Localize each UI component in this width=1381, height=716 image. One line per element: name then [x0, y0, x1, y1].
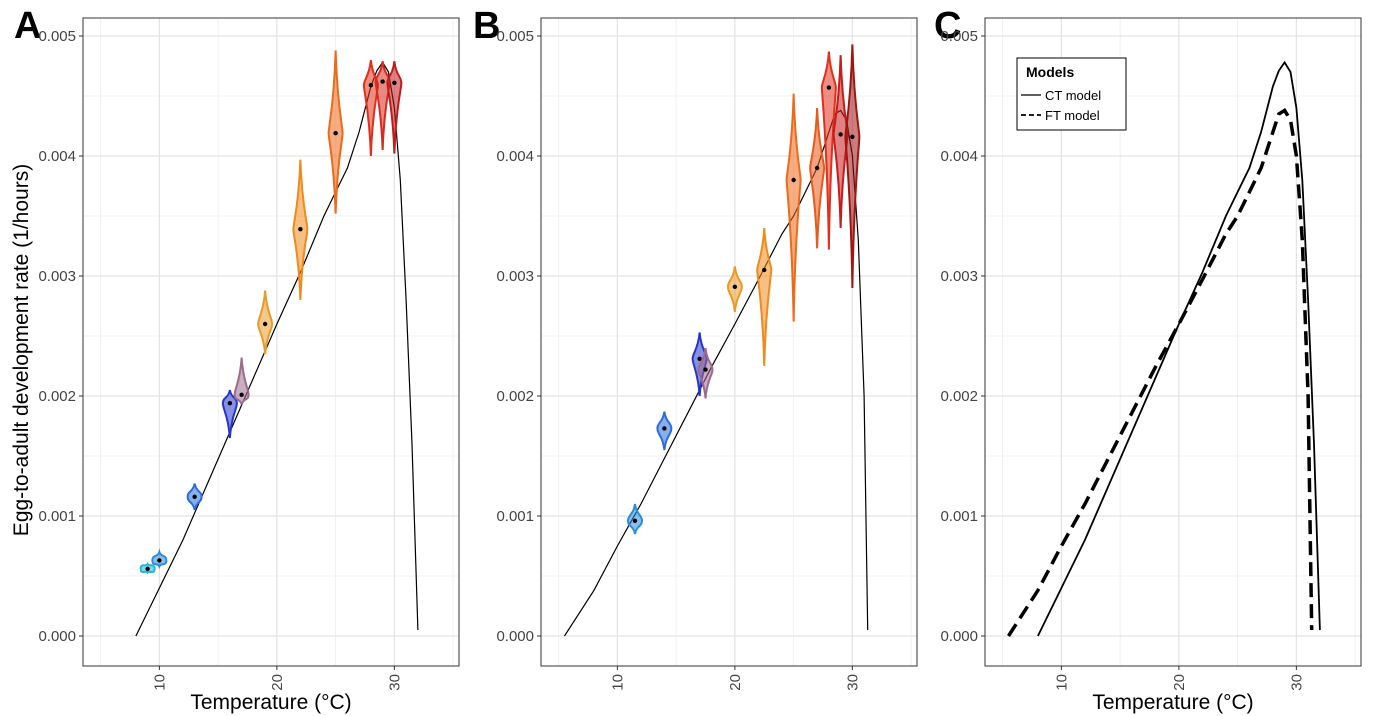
y-tick-label: 0.003	[940, 268, 978, 285]
median-point	[762, 267, 767, 273]
violin	[785, 93, 802, 322]
median-point	[239, 392, 244, 397]
x-axis-title: Temperature (°C)	[190, 691, 351, 714]
x-tick-label: 30	[844, 674, 861, 691]
median-point	[826, 85, 832, 90]
y-tick-label: 0.001	[38, 508, 76, 525]
y-tick-label: 0.002	[940, 388, 978, 405]
median-point	[192, 494, 197, 499]
median-point	[732, 284, 738, 289]
median-point	[791, 177, 796, 183]
median-point	[227, 401, 233, 406]
ct-model-line	[1037, 60, 1321, 637]
x-tick-label: 20	[269, 674, 286, 691]
x-tick-label: 10	[609, 674, 626, 691]
x-tick-label: 20	[1171, 674, 1188, 691]
violin	[726, 266, 743, 313]
violin	[221, 389, 238, 439]
y-tick-label: 0.003	[38, 268, 76, 285]
plot-background	[83, 18, 459, 666]
median-point	[145, 566, 150, 571]
median-point	[392, 80, 397, 86]
panel-c: C 0.000 0.001 0.002 0.003 0.004 0.005 10 20 30 Tem…	[934, 5, 1362, 714]
plot-background	[541, 18, 917, 666]
panel-b: B 0.000 0.001 0.002 0.003 0.004 0.005 10 20 30	[473, 5, 918, 691]
legend-box	[1016, 57, 1127, 131]
y-tick-label: 0.001	[496, 508, 534, 525]
median-point	[838, 132, 843, 137]
median-point	[262, 321, 268, 327]
ft-model-line	[1007, 107, 1314, 637]
median-point	[850, 134, 855, 139]
plot-border	[540, 17, 918, 667]
median-point	[333, 131, 338, 136]
y-tick-label: 0.002	[496, 388, 534, 405]
median-point	[298, 227, 303, 232]
y-tick-label: 0.004	[940, 148, 978, 165]
violin	[756, 227, 773, 367]
median-point	[814, 165, 820, 171]
x-axis-title: Temperature (°C)	[1092, 691, 1253, 714]
x-tick-label: 30	[1288, 674, 1305, 691]
panel-letter: A	[14, 5, 41, 47]
legend-title: Models	[1026, 64, 1074, 80]
panel-letter: C	[934, 5, 961, 47]
median-point	[157, 558, 162, 563]
y-tick-label: 0.005	[496, 28, 534, 45]
plot-border	[984, 17, 1362, 667]
violin	[697, 347, 714, 399]
y-tick-label: 0.000	[496, 628, 534, 645]
legend-label: FT model	[1045, 108, 1100, 123]
legend-label: CT model	[1045, 88, 1101, 103]
model-curve	[135, 61, 419, 637]
violin	[656, 411, 673, 451]
x-tick-label: 30	[386, 674, 403, 691]
y-axis-title: Egg-to-adult development rate (1/hours)	[10, 164, 33, 536]
panel-letter: B	[473, 5, 500, 47]
x-tick-label: 10	[1053, 674, 1070, 691]
median-point	[703, 367, 708, 372]
y-tick-label: 0.005	[38, 28, 76, 45]
x-tick-label: 20	[727, 674, 744, 691]
violin	[820, 51, 837, 250]
y-tick-label: 0.003	[496, 268, 534, 285]
y-tick-label: 0.005	[940, 28, 978, 45]
y-tick-label: 0.000	[940, 628, 978, 645]
median-point	[380, 79, 385, 84]
y-tick-label: 0.002	[38, 388, 76, 405]
y-tick-label: 0.001	[940, 508, 978, 525]
y-tick-label: 0.004	[38, 148, 76, 165]
violin	[233, 357, 250, 405]
median-point	[697, 356, 702, 361]
median-point	[662, 426, 667, 431]
panel-a: A 0.000 0.001 0.002 0.003 0.004 0.005 10 20 30 Tem…	[14, 5, 460, 714]
median-point	[632, 518, 638, 523]
violin	[386, 61, 403, 154]
violin	[809, 107, 826, 249]
plot-border	[82, 17, 460, 667]
y-tick-label: 0.004	[496, 148, 534, 165]
median-point	[368, 83, 374, 88]
x-tick-label: 10	[151, 674, 168, 691]
violin	[844, 44, 861, 289]
y-tick-label: 0.000	[38, 628, 76, 645]
